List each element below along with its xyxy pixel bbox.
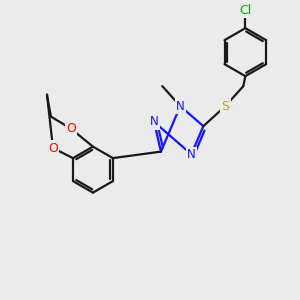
- Text: O: O: [66, 122, 76, 135]
- Text: Cl: Cl: [239, 4, 251, 17]
- Text: O: O: [48, 142, 58, 154]
- Text: N: N: [150, 115, 158, 128]
- Text: N: N: [187, 148, 196, 161]
- Text: N: N: [176, 100, 184, 112]
- Text: S: S: [221, 100, 229, 113]
